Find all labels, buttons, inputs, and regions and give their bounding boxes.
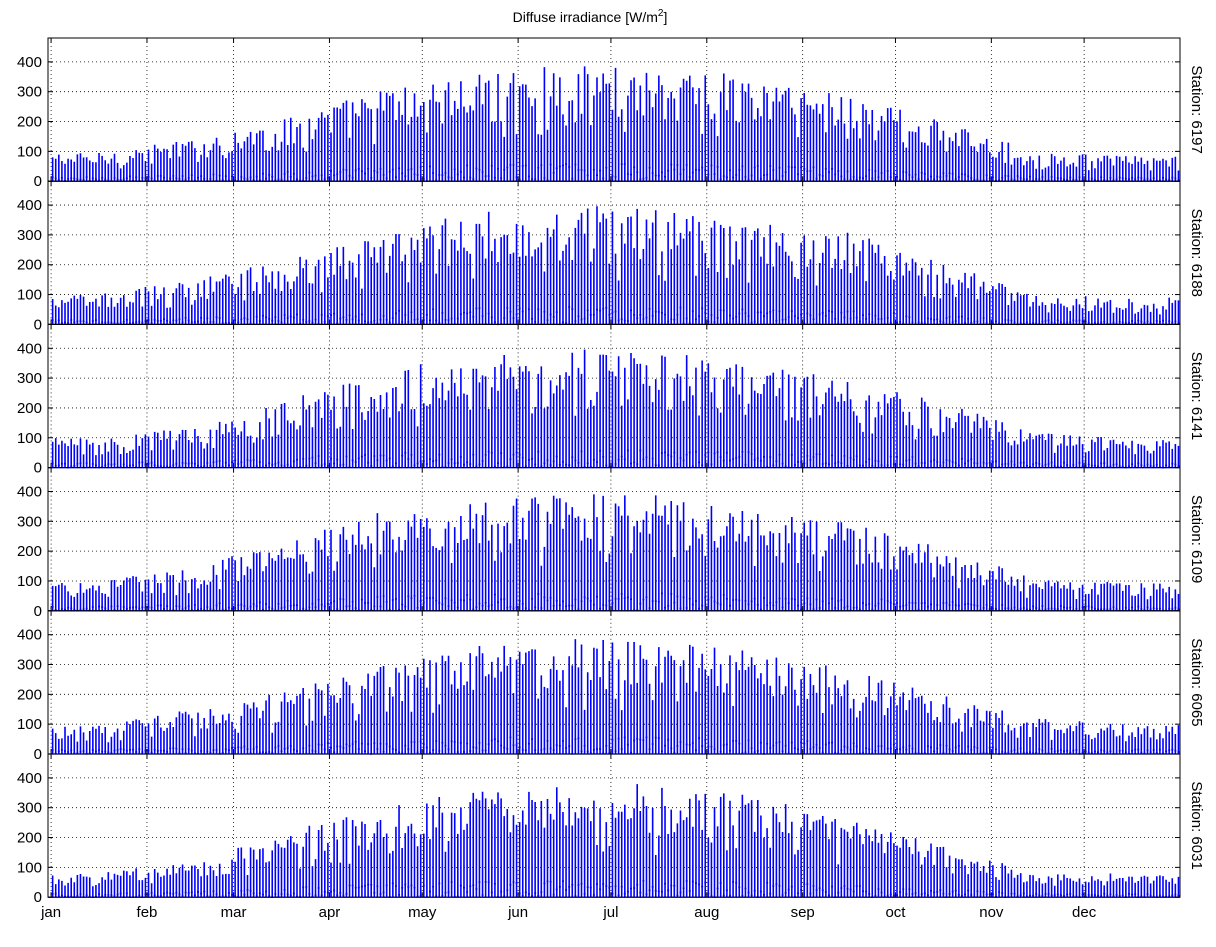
panel-frame <box>47 180 1181 325</box>
panel-frame <box>47 610 1181 755</box>
y-tick-label: 400 <box>17 483 42 500</box>
y-tick-label: 400 <box>17 340 42 357</box>
x-tick-label: jun <box>507 904 528 921</box>
y-tick-label: 0 <box>34 316 42 333</box>
x-tick-label: jul <box>602 904 618 921</box>
x-tick-label: jan <box>40 904 61 921</box>
panel-4: 0 100 200 300 400 Station: 6065 <box>17 610 1205 763</box>
panel-frame <box>47 323 1181 469</box>
panel-frame <box>47 753 1181 898</box>
y-tick-label: 100 <box>17 573 42 590</box>
panel-0: 0 100 200 300 400 Station: 6197 <box>17 37 1205 190</box>
y-tick-label: 100 <box>17 859 42 876</box>
y-tick-label: 300 <box>17 513 42 530</box>
y-tick-label: 0 <box>34 173 42 190</box>
panel-5: 0 100 200 300 400 Station: 6031 <box>17 753 1205 906</box>
panel-1: 0 100 200 300 400 Station: 6188 <box>17 180 1205 333</box>
y-tick-label: 100 <box>17 716 42 733</box>
y-tick-label: 200 <box>17 686 42 703</box>
panel-3: 0 100 200 300 400 Station: 6109 <box>17 467 1205 620</box>
x-tick-label: may <box>408 904 437 921</box>
y-tick-label: 200 <box>17 830 42 847</box>
y-tick-label: 400 <box>17 627 42 644</box>
y-tick-label: 200 <box>17 400 42 417</box>
data-series-4 <box>51 639 1180 755</box>
y-tick-label: 0 <box>34 746 42 763</box>
y-tick-label: 100 <box>17 287 42 304</box>
y-tick-label: 300 <box>17 84 42 101</box>
x-tick-label: oct <box>885 904 906 921</box>
x-tick-label: apr <box>319 904 341 921</box>
y-tick-label: 200 <box>17 114 42 131</box>
y-tick-label: 300 <box>17 370 42 387</box>
station-label: Station: 6031 <box>1188 781 1205 869</box>
y-tick-label: 100 <box>17 143 42 160</box>
chart-title-sup: 2 <box>658 8 664 19</box>
y-tick-label: 100 <box>17 430 42 447</box>
panel-frame <box>47 467 1181 612</box>
data-series-2 <box>51 349 1180 469</box>
x-tick-label: sep <box>791 904 815 921</box>
y-tick-label: 0 <box>34 460 42 477</box>
y-tick-label: 0 <box>34 889 42 906</box>
x-tick-label: dec <box>1072 904 1097 921</box>
y-tick-label: 300 <box>17 227 42 244</box>
chart-title-main: Diffuse irradiance [W/m <box>513 9 658 25</box>
x-tick-label: aug <box>694 904 719 921</box>
station-label: Station: 6109 <box>1188 495 1205 583</box>
x-tick-label: mar <box>221 904 247 921</box>
panel-frame <box>47 37 1181 182</box>
svg-text:Diffuse irradiance [W/m2]: Diffuse irradiance [W/m2] <box>513 8 668 25</box>
data-series-5 <box>51 784 1180 898</box>
x-tick-label: nov <box>979 904 1004 921</box>
station-label: Station: 6065 <box>1188 638 1205 726</box>
y-tick-label: 300 <box>17 657 42 674</box>
y-tick-label: 200 <box>17 543 42 560</box>
data-series-0 <box>51 66 1180 182</box>
y-tick-label: 400 <box>17 197 42 214</box>
station-label: Station: 6197 <box>1188 65 1205 153</box>
station-label: Station: 6188 <box>1188 209 1205 297</box>
x-tick-label: feb <box>137 904 158 921</box>
y-tick-label: 200 <box>17 257 42 274</box>
y-tick-label: 0 <box>34 603 42 620</box>
station-label: Station: 6141 <box>1188 352 1205 440</box>
panel-2: 0 100 200 300 400 Station: 6141 <box>17 323 1205 477</box>
chart-title-end: ] <box>663 9 667 25</box>
data-series-3 <box>51 494 1180 612</box>
y-tick-label: 400 <box>17 54 42 71</box>
y-tick-label: 300 <box>17 800 42 817</box>
chart-title: Diffuse irradiance [W/m2] <box>513 8 668 25</box>
y-tick-label: 400 <box>17 770 42 787</box>
data-series-1 <box>51 206 1180 326</box>
